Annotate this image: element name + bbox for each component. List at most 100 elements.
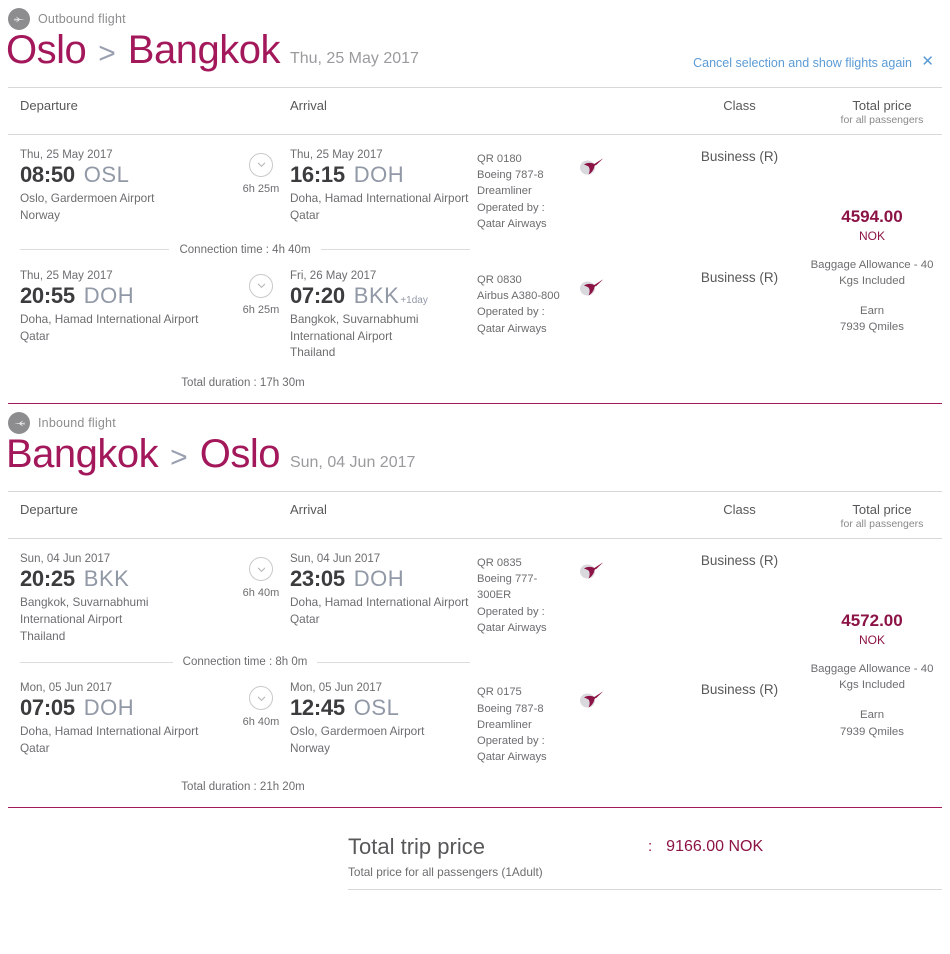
column-label: Arrival	[290, 502, 327, 518]
arr-airport-name: Bangkok, Suvarnabhumi International Airp…	[290, 311, 419, 360]
column-header-flight	[477, 98, 667, 126]
segment-departure-cell: Mon, 05 Jun 2017 07:05 DOH Doha, Hamad Inte…	[8, 682, 232, 765]
total-trip-price-colon: :	[648, 838, 653, 856]
dep-airport-name: Bangkok, Suvarnabhumi International Airp…	[20, 595, 149, 643]
journey-segments: Sun, 04 Jun 2017 20:25 BKK Bangkok, Suvarna…	[8, 539, 942, 793]
journey-date: Thu, 25 May 2017	[289, 50, 419, 67]
journey-price-currency: NOK	[858, 633, 885, 648]
origin-city: Oslo	[6, 28, 87, 72]
arr-time-row: 16:15 DOH	[290, 162, 477, 188]
chevron-down-icon[interactable]	[249, 273, 273, 298]
journey-header: Inbound flight Bangkok > Oslo Sun, 04 Jun 20…	[0, 404, 950, 477]
total-trip-price-amount: 9166.00 NOK	[666, 838, 764, 856]
flight-segment: Thu, 25 May 2017 08:50 OSL Oslo, Gardermoen…	[8, 135, 942, 232]
arr-date: Fri, 26 May 2017	[290, 269, 377, 282]
flight-info-text: QR 0835 Boeing 777-300ER Operated by : Qat…	[477, 555, 569, 636]
route-arrow-icon: >	[98, 37, 116, 70]
segment-duration: 6h 25m	[242, 303, 280, 316]
segment-flight-info-cell: QR 0830 Airbus A380-800 Operated by : Qata…	[477, 270, 667, 361]
earn-miles: Earn 7939 Qmiles	[802, 303, 942, 335]
arr-time: 16:15	[290, 161, 345, 187]
column-header-departure: Departure	[8, 98, 232, 126]
journey-date: Sun, 04 Jun 2017	[289, 454, 416, 472]
segment-departure-cell: Thu, 25 May 2017 20:55 DOH Doha, Hamad Inte…	[8, 270, 232, 361]
arr-airport-name: Doha, Hamad International Airport Qatar	[290, 595, 469, 626]
flight-number: QR 0175	[477, 686, 522, 699]
arr-airport-code: BKK	[353, 282, 400, 308]
aircraft-type: Boeing 777-300ER	[477, 573, 538, 602]
segment-class-cell: Business (R)	[667, 149, 812, 232]
journey-header: Outbound flight Oslo > Bangkok Thu, 25 May 2…	[0, 0, 950, 73]
dep-airport-code: BKK	[83, 566, 130, 592]
total-trip-price-title: Total trip price	[348, 834, 485, 860]
journey-block: Outbound flight Oslo > Bangkok Thu, 25 May 2…	[0, 0, 950, 405]
flight-info-text: QR 0830 Airbus A380-800 Operated by : Qata…	[477, 272, 569, 337]
dep-date: Mon, 05 Jun 2017	[20, 682, 113, 695]
segment-duration: 6h 25m	[242, 182, 280, 195]
column-header-class: Class	[667, 98, 812, 126]
connection-time-divider: Connection time : 4h 40m	[20, 244, 471, 256]
direction-label: Inbound flight	[38, 416, 116, 431]
arr-time: 07:20	[290, 282, 345, 308]
dep-time: 20:55	[20, 282, 75, 308]
cabin-class: Business (R)	[700, 682, 779, 698]
flight-info-text: QR 0180 Boeing 787-8 Dreamliner Operated b…	[477, 151, 569, 232]
segment-flight-info-cell: QR 0835 Boeing 777-300ER Operated by : Qat…	[477, 553, 667, 644]
destination-city: Oslo	[199, 432, 281, 477]
arr-day-offset-badge: +1day	[400, 294, 428, 306]
journey-separator	[8, 807, 942, 809]
chevron-down-icon[interactable]	[249, 557, 273, 582]
divider-line	[20, 249, 170, 251]
aircraft-type: Boeing 787-8 Dreamliner	[477, 169, 544, 198]
segment-arrival-cell: Mon, 05 Jun 2017 12:45 OSL Oslo, Gardermoen…	[290, 682, 477, 765]
column-label: Departure	[20, 502, 78, 518]
dep-airport-name: Doha, Hamad International Airport Qatar	[20, 724, 199, 756]
column-label: Total price	[852, 97, 912, 113]
dep-time: 08:50	[20, 161, 75, 187]
segment-flight-info-cell: QR 0175 Boeing 787-8 Dreamliner Operated b…	[477, 682, 667, 765]
chevron-down-icon[interactable]	[249, 152, 273, 177]
arr-time-row: 07:20 BKK +1day	[290, 283, 477, 309]
journey-price-amount: 4572.00	[841, 611, 903, 631]
cabin-class: Business (R)	[700, 553, 779, 569]
segment-class-cell: Business (R)	[667, 682, 812, 765]
cabin-class: Business (R)	[700, 148, 779, 164]
connection-time-divider: Connection time : 8h 0m	[20, 656, 470, 668]
aircraft-type: Airbus A380-800	[477, 290, 560, 303]
journey-segments: Thu, 25 May 2017 08:50 OSL Oslo, Gardermoen…	[8, 135, 942, 389]
segment-departure-cell: Thu, 25 May 2017 08:50 OSL Oslo, Gardermoen…	[8, 149, 232, 232]
qatar-airways-logo-icon	[575, 274, 605, 300]
column-header-arrival: Arrival	[290, 502, 477, 530]
arr-airport-code: DOH	[353, 161, 405, 187]
earn-miles: Earn 7939 Qmiles	[802, 707, 942, 739]
column-header-class: Class	[667, 502, 812, 530]
arr-time-row: 12:45 OSL	[290, 695, 477, 721]
chevron-down-icon[interactable]	[249, 686, 273, 711]
aircraft-type: Boeing 787-8 Dreamliner	[477, 702, 544, 731]
route-row: Bangkok > Oslo Sun, 04 Jun 2017	[0, 432, 950, 477]
column-header-spacer	[232, 502, 290, 530]
close-icon[interactable]: ✕	[921, 53, 934, 70]
divider-line	[317, 661, 470, 663]
qatar-airways-logo-icon	[575, 153, 605, 179]
operated-by: Operated by : Qatar Airways	[477, 605, 547, 634]
column-label: Departure	[20, 97, 78, 113]
journey-price-currency: NOK	[858, 228, 885, 243]
total-trip-price-labels: Total trip price Total price for all pas…	[348, 834, 648, 879]
arr-time: 23:05	[290, 566, 345, 592]
dep-airport-code: OSL	[83, 161, 130, 187]
arr-time: 12:45	[290, 695, 345, 721]
column-header-arrival: Arrival	[290, 98, 477, 126]
column-header-row: Departure Arrival Class Total price for all …	[8, 86, 942, 135]
dep-airport-code: DOH	[83, 695, 135, 721]
earn-value: 7939 Qmiles	[840, 321, 904, 334]
cancel-selection-link[interactable]: Cancel selection and show flights again	[693, 56, 912, 70]
journeys-container: Outbound flight Oslo > Bangkok Thu, 25 May 2…	[0, 0, 950, 809]
flight-segment: Mon, 05 Jun 2017 07:05 DOH Doha, Hamad Inte…	[8, 668, 942, 765]
segment-class-cell: Business (R)	[667, 553, 812, 644]
operated-by: Operated by : Qatar Airways	[477, 734, 547, 764]
dep-airport-name: Doha, Hamad International Airport Qatar	[20, 311, 199, 343]
baggage-allowance: Baggage Allowance - 40 Kgs Included	[810, 258, 934, 287]
column-label: Class	[723, 97, 756, 113]
segment-arrival-cell: Sun, 04 Jun 2017 23:05 DOH Doha, Hamad Inte…	[290, 553, 477, 644]
